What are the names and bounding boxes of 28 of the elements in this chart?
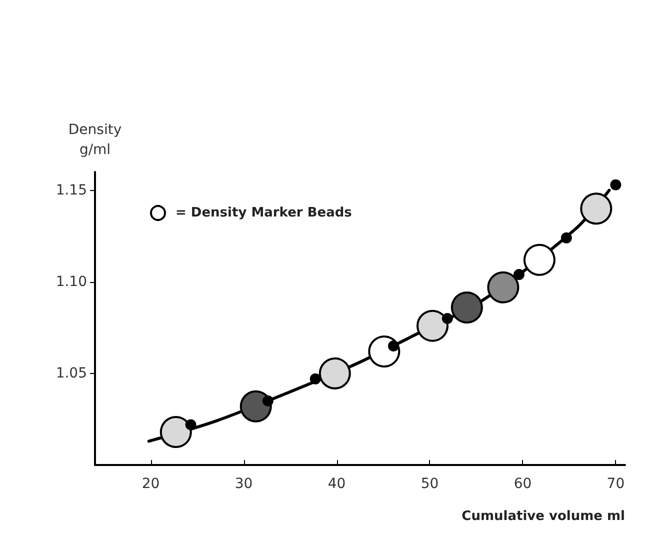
x-tick-label: 20 [142, 476, 160, 492]
x-tick-label: 60 [514, 476, 532, 492]
x-axis-title: Cumulative volume ml [462, 509, 625, 524]
y-axis-title: Density g/ml [68, 122, 122, 158]
point [580, 192, 612, 225]
point [185, 419, 196, 430]
point [560, 232, 572, 244]
y-tick-label: 1.05 [56, 365, 87, 382]
x-tick-label: 70 [606, 476, 625, 492]
legend-label: = Density Marker Beads [176, 206, 352, 220]
point [240, 390, 272, 422]
point [450, 292, 483, 324]
point [523, 244, 556, 276]
x-tick-label: 50 [420, 476, 439, 492]
x-tick-label: 40 [328, 476, 346, 492]
y-tick-label: 1.15 [56, 182, 87, 198]
point [388, 340, 399, 352]
point [610, 179, 622, 190]
point [310, 373, 321, 384]
point [514, 269, 524, 280]
y-tick-label: 1.10 [56, 274, 87, 290]
point [487, 271, 520, 304]
point [160, 416, 192, 448]
point [318, 357, 351, 390]
x-tick-label: 30 [234, 476, 253, 492]
point [442, 313, 453, 324]
point [416, 310, 449, 342]
point [262, 395, 274, 406]
